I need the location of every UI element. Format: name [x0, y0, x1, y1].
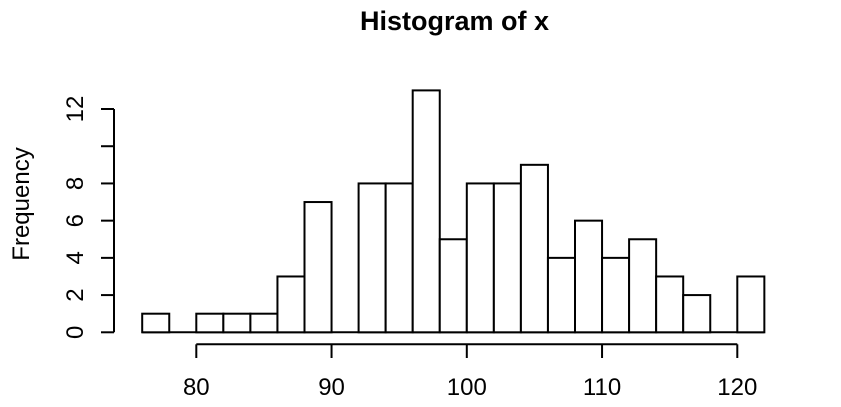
y-tick-label: 12 [62, 96, 89, 123]
histogram-bar [492, 182, 522, 334]
histogram-bar [574, 219, 604, 334]
histogram-bar [682, 294, 712, 334]
histogram-bar [195, 312, 225, 334]
x-tick-label: 110 [583, 374, 621, 401]
y-tick-label: 2 [62, 288, 89, 301]
histogram-bar [249, 312, 279, 334]
y-tick-label: 6 [62, 214, 89, 227]
histogram-bar [519, 163, 549, 334]
histogram-bar [276, 275, 306, 334]
y-tick-label: 4 [62, 251, 89, 264]
x-tick-label: 100 [447, 374, 487, 401]
histogram-bar [655, 275, 685, 334]
y-tick-label: 0 [62, 326, 89, 339]
x-tick-label: 120 [717, 374, 757, 401]
histogram-bar [222, 312, 252, 334]
chart-title: Histogram of x [359, 6, 550, 36]
histogram-bar [411, 89, 441, 334]
x-tick-label: 80 [183, 374, 210, 401]
y-axis-label: Frequency [8, 147, 35, 261]
histogram-bar [141, 312, 171, 334]
histogram-bar [628, 238, 658, 334]
histogram-bar [601, 256, 631, 334]
y-tick-label: 8 [62, 177, 89, 190]
histogram-bar [384, 182, 414, 334]
histogram-bar [465, 182, 495, 334]
histogram-bar [303, 201, 333, 334]
histogram-bar [546, 256, 577, 334]
x-tick-label: 90 [318, 374, 345, 401]
histogram-bar [736, 275, 766, 334]
histogram-bar [357, 182, 387, 334]
histogram-bar [438, 238, 468, 334]
